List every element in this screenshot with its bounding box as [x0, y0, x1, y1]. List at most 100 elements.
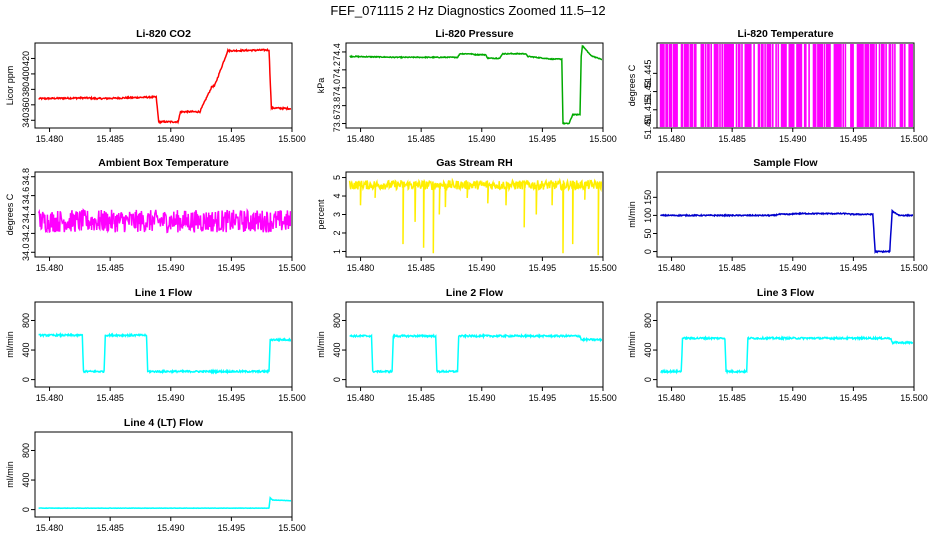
y-axis-label: degrees C	[627, 64, 637, 106]
panel-title: Gas Stream RH	[436, 157, 512, 169]
y-axis-label: ml/min	[5, 461, 15, 488]
x-tick-label: 15.495	[840, 393, 868, 403]
y-tick-label: 74.2	[332, 61, 342, 79]
panel-title: Line 1 Flow	[135, 287, 193, 299]
plot-area	[349, 44, 602, 125]
x-tick-label: 15.500	[278, 523, 306, 533]
series-line	[660, 208, 913, 255]
x-tick-label: 15.480	[658, 134, 686, 144]
x-tick-label: 15.480	[36, 134, 64, 144]
plot-frame	[656, 171, 915, 258]
chart-panel-5: Gas Stream RH 15.480 15.485 15.490 15.495 15.…	[316, 157, 617, 273]
y-tick-label: 400	[643, 343, 653, 358]
y-axis-label: ml/min	[627, 331, 637, 358]
x-tick-label: 15.495	[840, 134, 868, 144]
plot-frame	[345, 301, 604, 388]
panel-title: Line 3 Flow	[757, 287, 815, 299]
panel-title: Li-820 Pressure	[435, 28, 513, 40]
panel-title: Li-820 Temperature	[737, 28, 833, 40]
y-tick-label: 800	[21, 443, 31, 458]
plot-frame	[34, 431, 293, 518]
x-tick-label: 15.490	[779, 393, 807, 403]
x-tick-label: 15.500	[589, 393, 617, 403]
y-tick-label: 150	[643, 190, 653, 205]
series-line	[38, 331, 291, 375]
x-tick-label: 15.490	[157, 263, 185, 273]
y-tick-label: 800	[21, 313, 31, 328]
plot-area	[348, 177, 602, 256]
y-tick-label: 73.8	[332, 97, 342, 115]
series-line	[660, 335, 913, 375]
series-line	[38, 496, 291, 510]
y-tick-label: 400	[21, 66, 31, 81]
x-tick-label: 15.500	[900, 393, 928, 403]
plot-frame	[656, 301, 915, 388]
y-tick-label: 800	[643, 313, 653, 328]
panel-title: Line 4 (LT) Flow	[124, 417, 204, 429]
y-tick-label: 74.0	[332, 79, 342, 97]
y-tick-label: 0	[643, 377, 653, 382]
chart-panel-2: Li-820 Pressure 15.480 15.485 15.490 15.495 1…	[316, 28, 617, 144]
y-tick-label: 100	[643, 208, 653, 223]
y-tick-label: 51.40	[643, 117, 653, 140]
x-tick-label: 15.500	[589, 134, 617, 144]
x-tick-label: 15.495	[218, 263, 246, 273]
panel-title: Li-820 CO2	[136, 28, 191, 40]
y-tick-label: 3	[332, 212, 342, 217]
chart-panel-8: Line 2 Flow 15.480 15.485 15.490 15.495 15.50…	[316, 287, 617, 403]
x-tick-label: 15.485	[718, 263, 746, 273]
chart-panel-3: Li-820 Temperature 15.480 15.485 15.490 15.4…	[627, 28, 928, 144]
plot-frame	[34, 301, 293, 388]
y-tick-label: 34.4	[21, 206, 31, 224]
x-tick-label: 15.500	[900, 263, 928, 273]
y-tick-label: 0	[643, 249, 653, 254]
page-title: FEF_071115 2 Hz Diagnostics Zoomed 11.5–…	[330, 3, 606, 18]
series-line	[659, 44, 913, 127]
panel-title: Line 2 Flow	[446, 287, 504, 299]
y-tick-label: 800	[332, 313, 342, 328]
x-tick-label: 15.480	[347, 134, 375, 144]
y-tick-label: 420	[21, 51, 31, 66]
y-tick-label: 5	[332, 175, 342, 180]
y-tick-label: 4	[332, 194, 342, 199]
x-tick-label: 15.485	[718, 134, 746, 144]
x-tick-label: 15.485	[407, 263, 435, 273]
x-tick-label: 15.480	[36, 263, 64, 273]
y-tick-label: 340	[21, 113, 31, 128]
y-tick-label: 51.415	[643, 96, 653, 124]
x-tick-label: 15.490	[779, 134, 807, 144]
y-tick-label: 34.6	[21, 187, 31, 205]
y-tick-label: 360	[21, 97, 31, 112]
y-tick-label: 34.0	[21, 244, 31, 262]
x-tick-label: 15.485	[407, 393, 435, 403]
chart-panel-4: Ambient Box Temperature 15.480 15.485 15.49…	[5, 157, 306, 273]
plot-area	[38, 331, 291, 375]
y-tick-label: 34.2	[21, 225, 31, 243]
x-tick-label: 15.480	[36, 393, 64, 403]
y-axis-label: ml/min	[316, 331, 326, 358]
x-tick-label: 15.495	[529, 134, 557, 144]
series-line	[38, 47, 291, 125]
x-tick-label: 15.490	[779, 263, 807, 273]
x-tick-label: 15.495	[529, 393, 557, 403]
x-tick-label: 15.495	[218, 134, 246, 144]
y-tick-label: 0	[21, 377, 31, 382]
x-tick-label: 15.500	[278, 393, 306, 403]
y-tick-label: 51.43	[643, 80, 653, 103]
series-line	[349, 333, 602, 374]
series-line	[37, 207, 291, 234]
y-tick-label: 400	[21, 343, 31, 358]
y-tick-label: 0	[332, 377, 342, 382]
y-tick-label: 1	[332, 249, 342, 254]
y-axis-label: percent	[316, 199, 326, 230]
chart-panel-7: Line 1 Flow 15.480 15.485 15.490 15.495 15.50…	[5, 287, 306, 403]
series-line	[349, 44, 602, 125]
x-tick-label: 15.490	[157, 393, 185, 403]
x-tick-label: 15.485	[96, 263, 124, 273]
x-tick-label: 15.480	[658, 393, 686, 403]
chart-panel-6: Sample Flow 15.480 15.485 15.490 15.495 15.50…	[627, 157, 928, 273]
x-tick-label: 15.495	[840, 263, 868, 273]
y-tick-label: 400	[332, 343, 342, 358]
y-tick-label: 50	[643, 228, 653, 238]
